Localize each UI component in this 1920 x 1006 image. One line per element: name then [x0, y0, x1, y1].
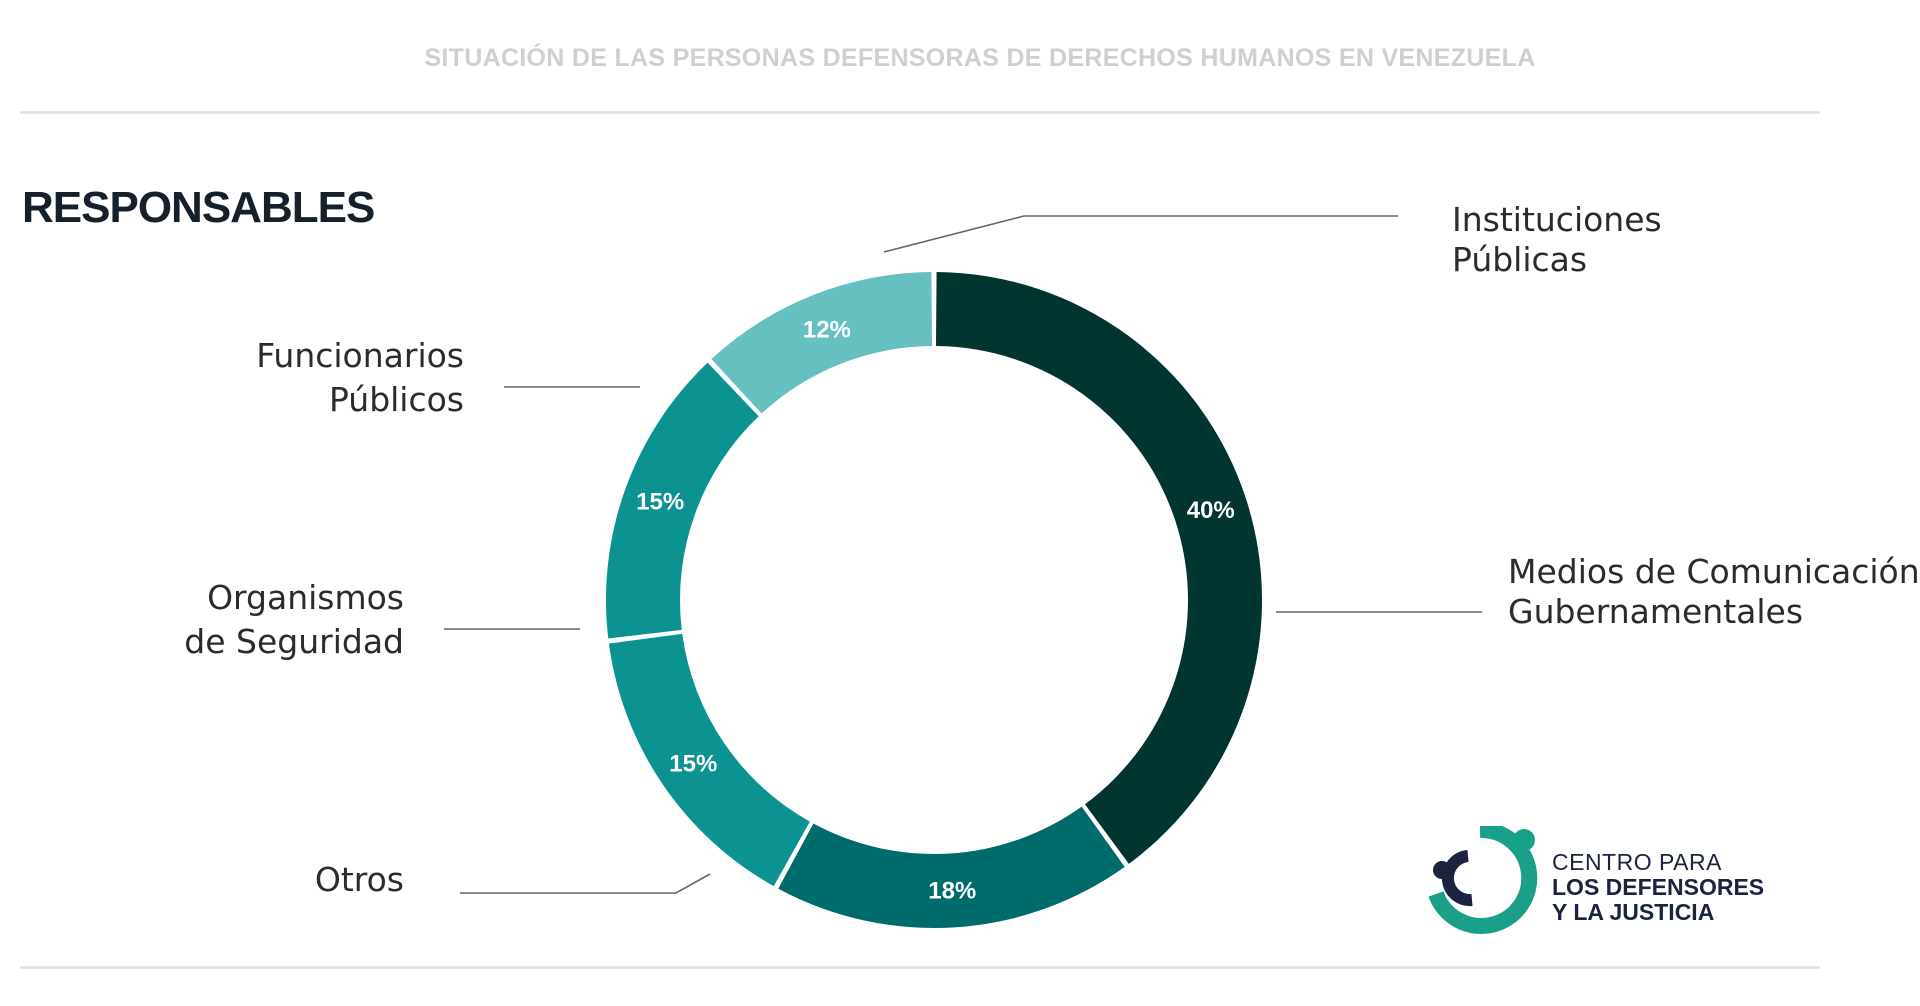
leader-lines [444, 215, 1482, 894]
slice-percent-label-4: 15% [636, 488, 684, 515]
slice-category-label-5: Instituciones Públicas [1452, 200, 1662, 279]
slice-category-label-2: Otros [315, 860, 404, 899]
category-label-line: Gubernamentales [1508, 592, 1803, 631]
category-label-line: Organismos [207, 578, 404, 617]
organization-logo: CENTRO PARA LOS DEFENSORES Y LA JUSTICIA [1428, 821, 1788, 936]
logo-line-1: CENTRO PARA [1552, 849, 1722, 875]
donut-slices [606, 272, 1262, 928]
donut-slice-3 [608, 633, 810, 887]
category-label-line: Públicas [1452, 240, 1587, 279]
slice-percent-label-5: 12% [803, 316, 851, 343]
header-title: SITUACIÓN DE LAS PERSONAS DEFENSORAS DE … [424, 44, 1536, 72]
slice-percent-label-3: 15% [669, 751, 717, 778]
slice-percent-label-1: 40% [1187, 497, 1235, 524]
donut-slice-2 [778, 806, 1125, 928]
logo-wordmark: CENTRO PARA LOS DEFENSORES Y LA JUSTICIA [1552, 850, 1764, 925]
logo-line-3: Y LA JUSTICIA [1552, 899, 1715, 925]
leader-line-2 [460, 873, 711, 894]
slice-percent-label-2: 18% [928, 877, 976, 904]
logo-line-2: LOS DEFENSORES [1552, 874, 1765, 900]
category-label-line: de Seguridad [184, 622, 404, 661]
category-labels: Medios de Comunicación Gubernamentales Otr… [184, 200, 1919, 899]
category-label-line: Públicos [329, 380, 464, 419]
slice-category-label-1: Medios de Comunicación Gubernamentales [1508, 552, 1920, 631]
category-label-line: Otros [315, 860, 404, 899]
category-label-line: Funcionarios [256, 336, 464, 375]
donut-slice-4 [606, 362, 759, 639]
donut-slice-1 [935, 272, 1262, 864]
top-divider [20, 111, 1820, 114]
category-label-line: Instituciones [1452, 200, 1662, 239]
bottom-divider [20, 966, 1820, 969]
donut-slice-5 [711, 272, 933, 414]
section-title: RESPONSABLES [22, 183, 375, 232]
percentage-labels: 40% 18% 15% 15% 12% [636, 316, 1235, 904]
slice-category-label-4: Funcionarios Públicos [256, 336, 464, 419]
logo-mark-icon [1428, 821, 1538, 934]
category-label-line: Medios de Comunicación [1508, 552, 1920, 591]
slice-category-label-3: Organismos de Seguridad [184, 578, 404, 661]
leader-line-5 [883, 215, 1398, 253]
